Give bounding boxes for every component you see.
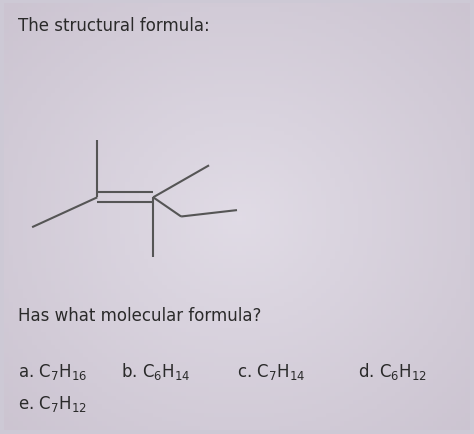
Text: c. C$_7$H$_{14}$: c. C$_7$H$_{14}$	[237, 361, 305, 381]
Text: b. C$_6$H$_{14}$: b. C$_6$H$_{14}$	[120, 360, 190, 381]
Text: Has what molecular formula?: Has what molecular formula?	[18, 306, 262, 324]
Text: e. C$_7$H$_{12}$: e. C$_7$H$_{12}$	[18, 393, 87, 413]
Text: The structural formula:: The structural formula:	[18, 17, 210, 35]
Text: d. C$_6$H$_{12}$: d. C$_6$H$_{12}$	[358, 360, 427, 381]
Text: a. C$_7$H$_{16}$: a. C$_7$H$_{16}$	[18, 361, 87, 381]
